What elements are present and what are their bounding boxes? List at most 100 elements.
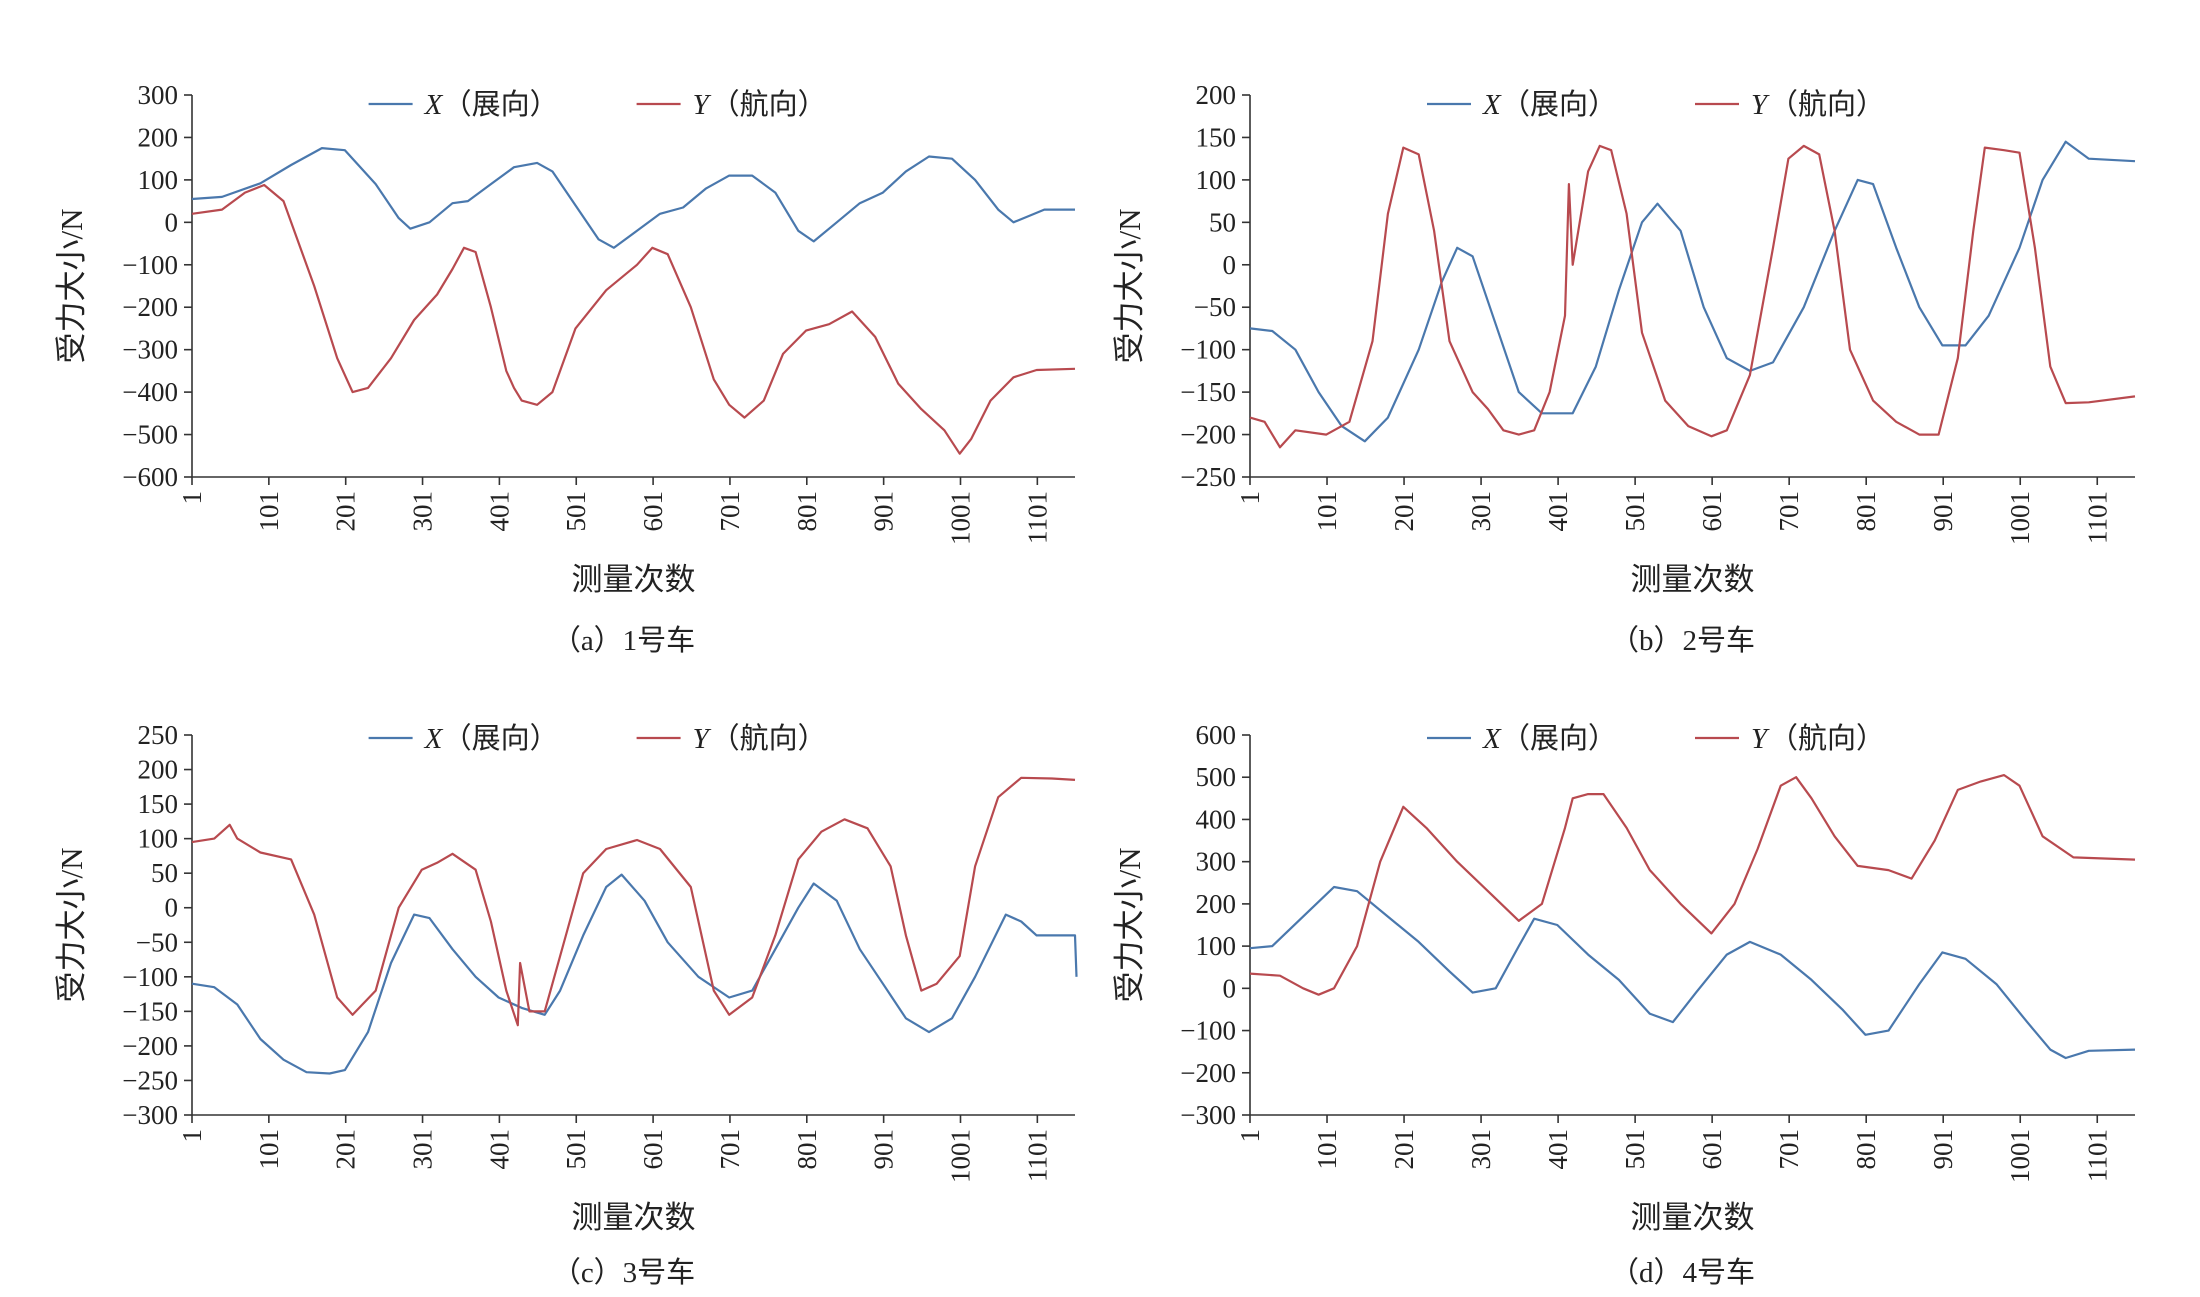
x-axis-label: 测量次数	[572, 1200, 696, 1235]
x-axis-label: 测量次数	[1631, 1200, 1755, 1235]
x-tick-label: 1	[1235, 491, 1265, 505]
legend-var-label: Y	[1751, 89, 1770, 121]
y-tick-label: 200	[138, 122, 179, 152]
series-line-x	[191, 147, 1075, 249]
y-tick-label: −100	[1180, 1016, 1236, 1046]
panel-caption: （b）2号车	[1610, 624, 1755, 657]
x-axis-label: 测量次数	[572, 562, 696, 597]
y-tick-label: −100	[1180, 335, 1236, 365]
x-tick-label: 701	[1774, 491, 1804, 532]
y-tick-label: 200	[1196, 80, 1237, 110]
y-axis-label: 受力大小/N	[54, 209, 89, 364]
legend-var-label: Y	[1751, 723, 1770, 755]
x-tick-label: 1001	[945, 1129, 975, 1183]
legend-text-label: （航向）	[1769, 88, 1885, 121]
x-tick-label: 301	[1466, 491, 1496, 532]
x-tick-label: 901	[869, 1129, 899, 1170]
x-tick-label: 1001	[2005, 1129, 2035, 1183]
legend-text-label: （展向）	[443, 88, 559, 121]
series-line-x	[1249, 140, 2136, 443]
series-line-y	[191, 776, 1076, 1027]
x-tick-label: 901	[869, 491, 899, 532]
x-tick-label: 601	[1697, 1129, 1727, 1170]
x-tick-label: 201	[331, 491, 361, 532]
x-tick-label: 1001	[945, 491, 975, 545]
legend-var-label: X	[1482, 723, 1502, 755]
x-tick-label: 1101	[1022, 1129, 1052, 1182]
x-tick-label: 601	[1697, 491, 1727, 532]
y-tick-label: 100	[138, 165, 179, 195]
series-line-x	[1249, 885, 2136, 1060]
y-tick-label: −400	[122, 377, 178, 407]
x-tick-label: 1001	[2005, 491, 2035, 545]
legend-var-label: Y	[693, 89, 712, 121]
y-tick-label: −100	[122, 962, 178, 992]
y-tick-label: 500	[1196, 762, 1237, 792]
x-tick-label: 1	[1235, 1129, 1265, 1143]
x-tick-label: 801	[792, 1129, 822, 1170]
y-tick-label: −200	[122, 1031, 178, 1061]
y-tick-label: 50	[1209, 207, 1236, 237]
x-tick-label: 701	[715, 491, 745, 532]
y-tick-label: −200	[1180, 1058, 1236, 1088]
panel-caption: （d）4号车	[1610, 1256, 1755, 1289]
y-tick-label: −100	[122, 250, 178, 280]
x-tick-label: 901	[1928, 491, 1958, 532]
x-tick-label: 601	[638, 1129, 668, 1170]
y-tick-label: 0	[1223, 250, 1237, 280]
y-tick-label: 100	[1196, 931, 1237, 961]
x-tick-label: 1101	[1022, 491, 1052, 544]
y-tick-label: −500	[122, 420, 178, 450]
y-tick-label: 400	[1196, 804, 1237, 834]
y-tick-label: −250	[1180, 462, 1236, 492]
y-tick-label: −150	[1180, 377, 1236, 407]
y-tick-label: 0	[1223, 973, 1237, 1003]
x-tick-label: 101	[254, 491, 284, 532]
series-line-y	[1249, 774, 2136, 996]
legend-text-label: （航向）	[711, 722, 827, 755]
legend-text-label: （展向）	[443, 722, 559, 755]
legend-text-label: （展向）	[1501, 722, 1617, 755]
x-tick-label: 301	[1466, 1129, 1496, 1170]
y-tick-label: 150	[138, 789, 179, 819]
x-axis-label: 测量次数	[1631, 562, 1755, 597]
legend-text-label: （航向）	[1769, 722, 1885, 755]
x-tick-label: 101	[1312, 1129, 1342, 1170]
x-tick-label: 501	[561, 1129, 591, 1170]
series-line-x	[191, 873, 1078, 1075]
y-tick-label: 100	[138, 824, 179, 854]
x-tick-label: 201	[1389, 491, 1419, 532]
y-axis-label: 受力大小/N	[54, 848, 89, 1003]
x-tick-label: 701	[1774, 1129, 1804, 1170]
series-line-y	[191, 183, 1076, 455]
x-tick-label: 101	[1312, 491, 1342, 532]
y-tick-label: 200	[1196, 889, 1237, 919]
y-tick-label: 200	[138, 755, 179, 785]
x-tick-label: 301	[408, 1129, 438, 1170]
legend-var-label: X	[424, 89, 444, 121]
x-tick-label: 401	[1543, 491, 1573, 532]
panel-caption: （c）3号车	[552, 1256, 695, 1289]
y-tick-label: 300	[1196, 847, 1237, 877]
y-tick-label: 50	[151, 858, 178, 888]
x-tick-label: 601	[638, 491, 668, 532]
y-tick-label: −300	[122, 1100, 178, 1130]
x-tick-label: 901	[1928, 1129, 1958, 1170]
y-tick-label: −300	[122, 335, 178, 365]
y-tick-label: −50	[136, 927, 178, 957]
y-tick-label: −200	[122, 292, 178, 322]
y-tick-label: −600	[122, 462, 178, 492]
y-tick-label: −200	[1180, 420, 1236, 450]
legend-text-label: （航向）	[711, 88, 827, 121]
x-tick-label: 101	[254, 1129, 284, 1170]
x-tick-label: 401	[484, 491, 514, 532]
x-tick-label: 801	[792, 491, 822, 532]
y-tick-label: −150	[122, 996, 178, 1026]
y-tick-label: 0	[165, 207, 179, 237]
x-tick-label: 1101	[2082, 491, 2112, 544]
x-tick-label: 1101	[2082, 1129, 2112, 1182]
